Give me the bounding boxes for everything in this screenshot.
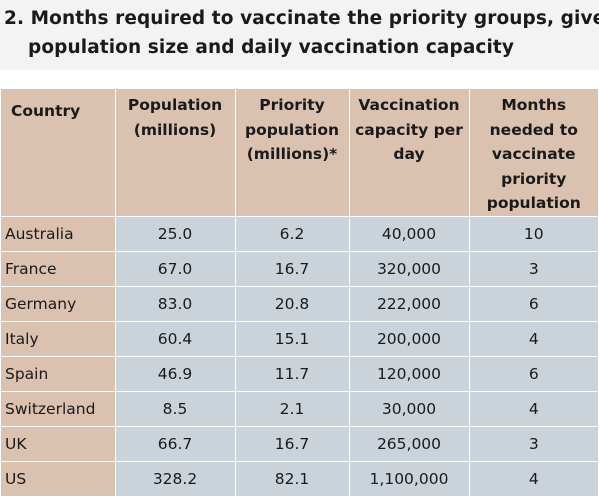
- title-bar: 2. Months required to vaccinate the prio…: [0, 0, 599, 70]
- table-row: France 67.0 16.7 320,000 3: [1, 251, 598, 287]
- table-body: Australia 25.0 6.2 40,000 10 France 67.0 16.7 32…: [1, 216, 598, 497]
- cell-population: 8.5: [115, 391, 236, 427]
- cell-months-needed: 3: [469, 251, 598, 287]
- header-months-needed: Months needed to vaccinate priority popu…: [469, 89, 598, 217]
- cell-population: 60.4: [115, 321, 236, 357]
- header-text: vaccinate: [491, 145, 576, 163]
- header-text: Months: [501, 96, 567, 114]
- table-header-row: Country Population (millions) Priority p…: [1, 89, 598, 217]
- header-text: Population: [127, 96, 223, 114]
- cell-vaccination-capacity: 265,000: [349, 426, 470, 462]
- cell-country: Switzerland: [1, 391, 116, 427]
- header-text: Vaccination: [358, 96, 460, 114]
- cell-vaccination-capacity: 40,000: [349, 216, 470, 252]
- table-row: Australia 25.0 6.2 40,000 10: [1, 216, 598, 252]
- table-row: Spain 46.9 11.7 120,000 6: [1, 356, 598, 392]
- header-priority-population: Priority population (millions)*: [235, 89, 350, 217]
- cell-priority-population: 16.7: [235, 426, 350, 462]
- cell-priority-population: 16.7: [235, 251, 350, 287]
- page-title-line-2: population size and daily vaccination ca…: [28, 37, 515, 58]
- header-text: population: [244, 120, 340, 139]
- page-title-line-1: 2. Months required to vaccinate the prio…: [4, 8, 599, 29]
- header-text: Country: [11, 102, 81, 120]
- cell-country: France: [1, 251, 116, 287]
- header-text: needed to: [489, 120, 578, 139]
- header-text: priority: [501, 169, 567, 188]
- header-text: Priority: [259, 96, 325, 114]
- header-country: Country: [1, 89, 116, 217]
- cell-priority-population: 11.7: [235, 356, 350, 392]
- cell-priority-population: 2.1: [235, 391, 350, 427]
- cell-priority-population: 82.1: [235, 461, 350, 497]
- cell-vaccination-capacity: 120,000: [349, 356, 470, 392]
- cell-country: UK: [1, 426, 116, 462]
- table-row: Switzerland 8.5 2.1 30,000 4: [1, 391, 598, 427]
- cell-vaccination-capacity: 30,000: [349, 391, 470, 427]
- cell-population: 66.7: [115, 426, 236, 462]
- table-row: US 328.2 82.1 1,100,000 4: [1, 461, 598, 497]
- cell-months-needed: 4: [469, 461, 598, 497]
- cell-country: Spain: [1, 356, 116, 392]
- vaccination-table: Country Population (millions) Priority p…: [1, 89, 598, 497]
- header-text: population: [486, 194, 581, 212]
- cell-country: Australia: [1, 216, 116, 252]
- cell-months-needed: 6: [469, 286, 598, 322]
- cell-priority-population: 15.1: [235, 321, 350, 357]
- cell-priority-population: 20.8: [235, 286, 350, 322]
- header-text: day: [393, 145, 425, 163]
- cell-months-needed: 6: [469, 356, 598, 392]
- header-text: (millions): [133, 120, 217, 139]
- header-population: Population (millions): [115, 89, 236, 217]
- header-text: capacity per: [355, 120, 463, 139]
- cell-months-needed: 3: [469, 426, 598, 462]
- header-vaccination-capacity: Vaccination capacity per day: [349, 89, 470, 217]
- cell-priority-population: 6.2: [235, 216, 350, 252]
- cell-population: 46.9: [115, 356, 236, 392]
- cell-months-needed: 4: [469, 321, 598, 357]
- cell-population: 328.2: [115, 461, 236, 497]
- cell-population: 25.0: [115, 216, 236, 252]
- cell-vaccination-capacity: 222,000: [349, 286, 470, 322]
- cell-country: Germany: [1, 286, 116, 322]
- table-row: Germany 83.0 20.8 222,000 6: [1, 286, 598, 322]
- cell-months-needed: 10: [469, 216, 598, 252]
- table-row: Italy 60.4 15.1 200,000 4: [1, 321, 598, 357]
- cell-months-needed: 4: [469, 391, 598, 427]
- table-row: UK 66.7 16.7 265,000 3: [1, 426, 598, 462]
- cell-country: US: [1, 461, 116, 497]
- cell-population: 67.0: [115, 251, 236, 287]
- header-text: (millions)*: [246, 145, 338, 163]
- cell-country: Italy: [1, 321, 116, 357]
- cell-population: 83.0: [115, 286, 236, 322]
- cell-vaccination-capacity: 320,000: [349, 251, 470, 287]
- cell-vaccination-capacity: 1,100,000: [349, 461, 470, 497]
- cell-vaccination-capacity: 200,000: [349, 321, 470, 357]
